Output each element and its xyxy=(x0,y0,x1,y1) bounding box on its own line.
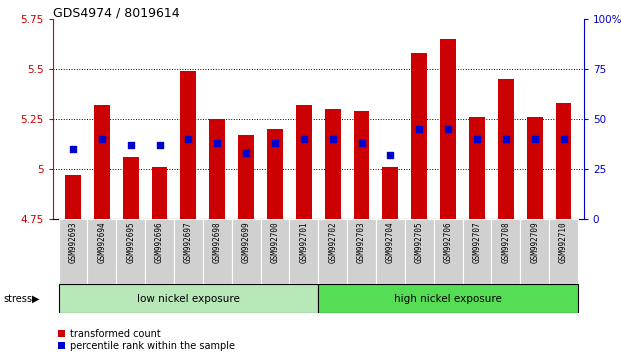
Bar xyxy=(325,109,341,219)
Bar xyxy=(411,53,427,219)
Point xyxy=(386,153,396,158)
Bar xyxy=(261,219,289,285)
Bar xyxy=(433,219,463,285)
Bar xyxy=(549,219,578,285)
Bar xyxy=(469,118,485,219)
Text: GSM992695: GSM992695 xyxy=(126,222,135,263)
Text: stress: stress xyxy=(3,294,32,304)
Bar xyxy=(88,219,116,285)
Bar xyxy=(383,167,398,219)
Text: GSM992699: GSM992699 xyxy=(242,222,251,263)
Point xyxy=(356,141,366,146)
Text: ▶: ▶ xyxy=(32,294,40,304)
Bar xyxy=(376,219,405,285)
Text: GSM992703: GSM992703 xyxy=(357,222,366,263)
Bar xyxy=(116,219,145,285)
Bar xyxy=(174,219,203,285)
Point xyxy=(97,137,107,142)
Bar xyxy=(203,219,232,285)
Text: GSM992694: GSM992694 xyxy=(97,222,106,263)
Point xyxy=(155,143,165,148)
Text: low nickel exposure: low nickel exposure xyxy=(137,294,240,304)
Text: high nickel exposure: high nickel exposure xyxy=(394,294,502,304)
Point xyxy=(270,141,280,146)
Bar xyxy=(152,167,168,219)
Point xyxy=(414,127,424,132)
Bar xyxy=(520,219,549,285)
Point xyxy=(472,137,482,142)
Text: GSM992701: GSM992701 xyxy=(299,222,309,263)
Bar xyxy=(232,219,261,285)
Bar xyxy=(58,219,88,285)
Bar xyxy=(556,103,571,219)
Text: GSM992698: GSM992698 xyxy=(213,222,222,263)
Text: GSM992706: GSM992706 xyxy=(443,222,453,263)
Point xyxy=(125,143,135,148)
Bar xyxy=(527,118,543,219)
Text: GSM992696: GSM992696 xyxy=(155,222,164,263)
Text: GSM992693: GSM992693 xyxy=(68,222,78,263)
Point xyxy=(212,141,222,146)
Point xyxy=(530,137,540,142)
Bar xyxy=(353,112,369,219)
Bar xyxy=(405,219,433,285)
Point xyxy=(183,137,193,142)
Point xyxy=(558,137,568,142)
Bar xyxy=(296,105,312,219)
Bar xyxy=(209,120,225,219)
Text: GSM992697: GSM992697 xyxy=(184,222,193,263)
Text: GSM992704: GSM992704 xyxy=(386,222,395,263)
Text: GSM992709: GSM992709 xyxy=(530,222,539,263)
Bar xyxy=(491,219,520,285)
Bar xyxy=(65,176,81,219)
Point xyxy=(328,137,338,142)
Text: GSM992702: GSM992702 xyxy=(328,222,337,263)
Text: GSM992705: GSM992705 xyxy=(415,222,424,263)
Bar xyxy=(123,158,138,219)
Bar xyxy=(145,219,174,285)
Text: GSM992710: GSM992710 xyxy=(559,222,568,263)
Bar xyxy=(347,219,376,285)
Text: GSM992700: GSM992700 xyxy=(271,222,279,263)
Bar xyxy=(58,284,319,313)
Bar xyxy=(94,105,110,219)
Bar xyxy=(319,219,347,285)
Bar xyxy=(440,40,456,219)
Bar xyxy=(238,136,254,219)
Point xyxy=(241,151,251,156)
Legend: transformed count, percentile rank within the sample: transformed count, percentile rank withi… xyxy=(58,329,235,351)
Bar xyxy=(181,72,196,219)
Point xyxy=(299,137,309,142)
Point xyxy=(501,137,511,142)
Text: GSM992708: GSM992708 xyxy=(501,222,510,263)
Bar xyxy=(463,219,491,285)
Text: GSM992707: GSM992707 xyxy=(473,222,481,263)
Point xyxy=(68,147,78,152)
Bar xyxy=(319,284,578,313)
Bar xyxy=(267,130,283,219)
Text: GDS4974 / 8019614: GDS4974 / 8019614 xyxy=(53,6,179,19)
Point xyxy=(443,127,453,132)
Bar xyxy=(498,80,514,219)
Bar xyxy=(289,219,319,285)
